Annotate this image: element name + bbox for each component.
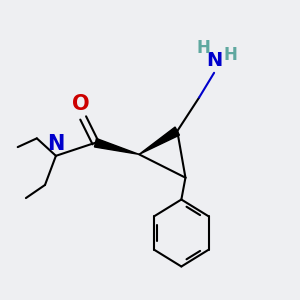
Polygon shape (94, 139, 139, 154)
Text: O: O (72, 94, 89, 114)
Polygon shape (139, 127, 179, 154)
Text: N: N (47, 134, 64, 154)
Text: H: H (196, 39, 210, 57)
Text: H: H (224, 46, 237, 64)
Text: N: N (206, 51, 222, 70)
